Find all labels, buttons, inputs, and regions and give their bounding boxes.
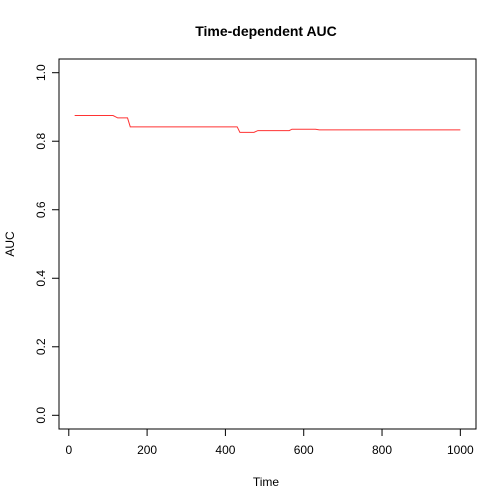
x-tick-label: 400	[215, 443, 235, 457]
x-tick-label: 1000	[447, 443, 474, 457]
chart-title: Time-dependent AUC	[195, 23, 337, 39]
y-tick-label: 0.0	[34, 407, 48, 424]
y-tick-label: 0.6	[34, 201, 48, 218]
data-line	[74, 115, 461, 133]
y-tick-label: 1.0	[34, 64, 48, 81]
y-axis-label: AUC	[3, 231, 17, 257]
x-tick-label: 600	[294, 443, 314, 457]
x-axis-label: Time	[253, 475, 280, 489]
y-tick-label: 0.4	[34, 270, 48, 287]
x-tick-label: 800	[372, 443, 392, 457]
y-tick-label: 0.2	[34, 338, 48, 355]
x-tick-label: 200	[137, 443, 157, 457]
x-tick-label: 0	[65, 443, 72, 457]
y-tick-label: 0.8	[34, 133, 48, 150]
